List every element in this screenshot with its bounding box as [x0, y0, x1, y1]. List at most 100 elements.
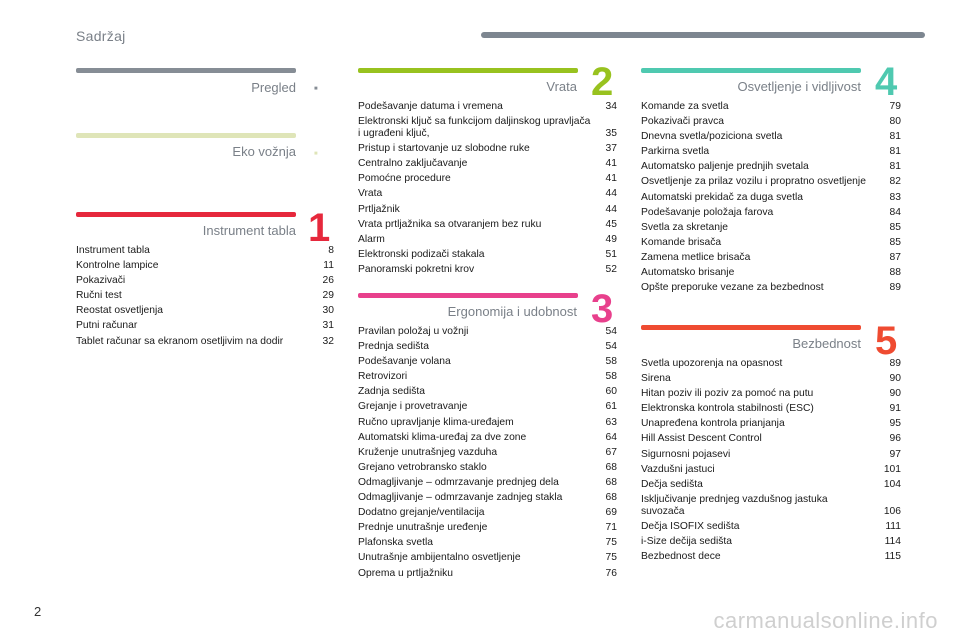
toc-entry[interactable]: Automatsko brisanje 88 — [641, 267, 901, 279]
toc-entry[interactable]: Svetla za skretanje 85 — [641, 222, 901, 234]
toc-entry[interactable]: Dečja ISOFIX sedišta 111 — [641, 521, 901, 533]
toc-entry-title: Hill Assist Descent Control — [641, 433, 762, 445]
toc-entry[interactable]: Automatski prekidač za duga svetla 83 — [641, 192, 901, 204]
toc-entry[interactable]: Parkirna svetla 81 — [641, 146, 901, 158]
toc-entry[interactable]: Elektronski podizači stakala 51 — [358, 249, 617, 261]
toc-entry[interactable]: Tablet računar sa ekranom osetljivim na … — [76, 336, 334, 348]
toc-entry[interactable]: Pravilan položaj u vožnji 54 — [358, 326, 617, 338]
toc-entry-page: 106 — [883, 505, 901, 517]
toc-entry-page: 96 — [889, 433, 901, 445]
toc-entry-title: Dodatno grejanje/ventilacija — [358, 507, 485, 519]
toc-entry[interactable]: Vrata prtljažnika sa otvaranjem bez ruku… — [358, 219, 617, 231]
section-bar — [76, 68, 296, 73]
toc-entry-title: Retrovizori — [358, 371, 408, 383]
toc-entry[interactable]: Pomoćne procedure 41 — [358, 173, 617, 185]
toc-entry-title: Isključivanje prednjeg vazdušnog jastuka… — [641, 493, 828, 517]
toc-entry[interactable]: Panoramski pokretni krov 52 — [358, 264, 617, 276]
toc-entry[interactable]: Reostat osvetljenja 30 — [76, 305, 334, 317]
toc-entry[interactable]: Svetla upozorenja na opasnost 89 — [641, 358, 901, 370]
toc-entry[interactable]: Prednje unutrašnje uređenje 71 — [358, 522, 617, 534]
toc-entry[interactable]: Dnevna svetla/poziciona svetla 81 — [641, 131, 901, 143]
toc-entry[interactable]: Podešavanje položaja farova 84 — [641, 207, 901, 219]
toc-entry[interactable]: Sirena 90 — [641, 373, 901, 385]
toc-entry-page: 85 — [889, 236, 901, 248]
toc-entry[interactable]: Ručno upravljanje klima-uređajem 63 — [358, 417, 617, 429]
toc-entry[interactable]: Odmagljivanje – odmrzavanje zadnjeg stak… — [358, 492, 617, 504]
toc-entry-page: 31 — [322, 320, 334, 332]
toc-entry-title: Grejano vetrobransko staklo — [358, 461, 487, 473]
toc-entry-title: Podešavanje volana — [358, 356, 451, 368]
toc-entry[interactable]: Centralno zaključavanje 41 — [358, 158, 617, 170]
toc-entry[interactable]: Podešavanje volana 58 — [358, 356, 617, 368]
toc-entry[interactable]: Unutrašnje ambijentalno osvetljenje 75 — [358, 552, 617, 564]
toc-entry-page: 44 — [605, 203, 617, 215]
toc-entry[interactable]: Grejano vetrobransko staklo 68 — [358, 462, 617, 474]
toc-entry[interactable]: Hill Assist Descent Control 96 — [641, 433, 901, 445]
entry-list: Komande za svetla 79 Pokazivači pravca 80 Dn… — [641, 101, 901, 297]
toc-entry[interactable]: Zadnja sedišta 60 — [358, 386, 617, 398]
toc-entry[interactable]: Pokazivači pravca 80 — [641, 116, 901, 128]
toc-entry[interactable]: Osvetljenje za prilaz vozilu i propratno… — [641, 176, 901, 188]
toc-entry[interactable]: i-Size dečija sedišta 114 — [641, 536, 901, 548]
toc-entry-page: 81 — [889, 131, 901, 143]
toc-entry-page: 115 — [884, 551, 901, 563]
toc-entry-page: 90 — [889, 388, 901, 400]
toc-entry-page: 81 — [889, 146, 901, 158]
toc-entry[interactable]: Vazdušni jastuci 101 — [641, 464, 901, 476]
toc-entry-page: 90 — [889, 373, 901, 385]
toc-entry[interactable]: Odmagljivanje – odmrzavanje prednjeg del… — [358, 477, 617, 489]
toc-entry[interactable]: Unapređena kontrola prianjanja 95 — [641, 418, 901, 430]
toc-entry[interactable]: Komande za svetla 79 — [641, 101, 901, 113]
toc-entry[interactable]: Automatski klima-uređaj za dve zone 64 — [358, 432, 617, 444]
toc-entry[interactable]: Prednja sedišta 54 — [358, 341, 617, 353]
toc-entry[interactable]: Kruženje unutrašnjeg vazduha 67 — [358, 447, 617, 459]
toc-entry[interactable]: Instrument tabla 8 — [76, 245, 334, 257]
toc-entry-page: 89 — [889, 358, 901, 369]
toc-entry[interactable]: Pokazivači 26 — [76, 275, 334, 287]
toc-entry[interactable]: Prtljažnik 44 — [358, 204, 617, 216]
toc-entry-page: 32 — [322, 335, 334, 347]
toc-entry[interactable]: Dečja sedišta 104 — [641, 479, 901, 491]
toc-entry[interactable]: Vrata 44 — [358, 188, 617, 200]
toc-entry-title: Prednja sedišta — [358, 341, 429, 353]
toc-entry-page: 34 — [605, 101, 617, 112]
toc-entry[interactable]: Sigurnosni pojasevi 97 — [641, 449, 901, 461]
toc-entry[interactable]: Zamena metlice brisača 87 — [641, 252, 901, 264]
toc-entry[interactable]: Elektronska kontrola stabilnosti (ESC) 91 — [641, 403, 901, 415]
toc-entry-title: Bezbednost dece — [641, 551, 721, 563]
toc-entry-page: 29 — [322, 290, 334, 302]
toc-entry-title: Zamena metlice brisača — [641, 251, 751, 263]
toc-entry[interactable]: Putni računar 31 — [76, 320, 334, 332]
toc-entry[interactable]: Dodatno grejanje/ventilacija 69 — [358, 507, 617, 519]
toc-entry-page: 97 — [889, 448, 901, 460]
toc-entry[interactable]: Ručni test 29 — [76, 290, 334, 302]
toc-entry[interactable]: Alarm 49 — [358, 234, 617, 246]
toc-entry[interactable]: Bezbednost dece 115 — [641, 551, 901, 563]
toc-entry[interactable]: Opšte preporuke vezane za bezbednost 89 — [641, 282, 901, 294]
toc-entry-title: Elektronski podizači stakala — [358, 248, 485, 260]
toc-entry[interactable]: Podešavanje datuma i vremena 34 — [358, 101, 617, 113]
toc-entry-page: 58 — [605, 356, 617, 368]
toc-entry-page: 111 — [885, 520, 901, 532]
section-title: Eko vožnja — [232, 144, 296, 159]
toc-entry-title: Sirena — [641, 373, 671, 385]
toc-entry-title: Grejanje i provetravanje — [358, 401, 468, 413]
toc-entry[interactable]: Hitan poziv ili poziv za pomoć na putu 90 — [641, 388, 901, 400]
toc-entry[interactable]: Komande brisača 85 — [641, 237, 901, 249]
section-number: 4 — [875, 60, 898, 104]
toc-entry[interactable]: Automatsko paljenje prednjih svetala 81 — [641, 161, 901, 173]
toc-entry[interactable]: Grejanje i provetravanje 61 — [358, 401, 617, 413]
toc-entry[interactable]: Elektronski ključ sa funkcijom daljinsko… — [358, 116, 617, 140]
toc-entry-title: Instrument tabla — [76, 245, 150, 256]
toc-entry-title: Dečja sedišta — [641, 478, 703, 490]
toc-entry[interactable]: Retrovizori 58 — [358, 371, 617, 383]
toc-entry[interactable]: Isključivanje prednjeg vazdušnog jastuka… — [641, 494, 901, 518]
section-bar — [641, 68, 861, 73]
toc-entry-page: 60 — [605, 386, 617, 398]
toc-entry-title: Kontrolne lampice — [76, 260, 159, 272]
toc-entry[interactable]: Plafonska svetla 75 — [358, 537, 617, 549]
toc-entry[interactable]: Kontrolne lampice 11 — [76, 260, 334, 272]
toc-entry[interactable]: Pristup i startovanje uz slobodne ruke 37 — [358, 143, 617, 155]
toc-entry-page: 75 — [605, 537, 617, 549]
toc-entry[interactable]: Oprema u prtljažniku 76 — [358, 568, 617, 580]
